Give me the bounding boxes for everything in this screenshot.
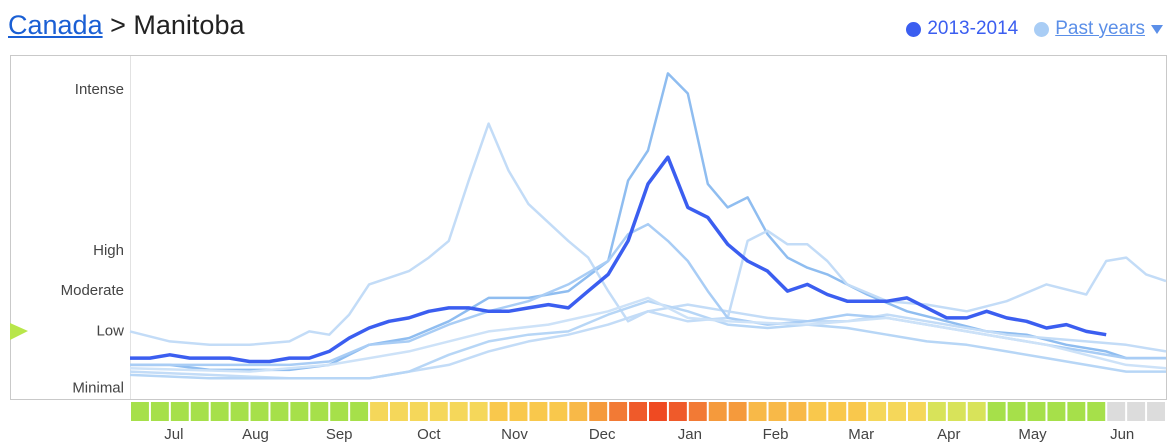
heat-cell bbox=[170, 402, 189, 421]
heat-cell bbox=[1027, 402, 1046, 421]
heat-cell bbox=[1007, 402, 1026, 421]
heat-cell bbox=[230, 402, 249, 421]
heat-cell bbox=[1047, 402, 1066, 421]
y-tick-label: Low bbox=[96, 322, 124, 339]
legend: 2013-2014 Past years bbox=[906, 18, 1163, 40]
current-level-marker bbox=[10, 323, 28, 340]
breadcrumb: Canada > Manitoba bbox=[8, 10, 244, 41]
heat-cell bbox=[150, 402, 169, 421]
series-line bbox=[130, 72, 1166, 372]
breadcrumb-separator: > bbox=[110, 10, 126, 40]
heat-cell bbox=[728, 402, 747, 421]
y-tick-label: Intense bbox=[75, 81, 124, 98]
heat-cell bbox=[927, 402, 946, 421]
series-line bbox=[129, 296, 1167, 373]
series-line bbox=[129, 299, 1166, 380]
heat-cell bbox=[429, 402, 448, 421]
x-tick-label: Apr bbox=[937, 426, 960, 443]
y-tick-label: Moderate bbox=[61, 282, 124, 299]
heat-cell bbox=[1087, 402, 1106, 421]
heat-cell bbox=[649, 402, 667, 421]
heat-cell bbox=[888, 402, 906, 421]
heat-cell bbox=[609, 402, 628, 421]
heat-cell bbox=[489, 402, 508, 421]
y-tick-label: Minimal bbox=[72, 379, 124, 396]
heat-cell bbox=[330, 402, 349, 421]
x-tick-label: Mar bbox=[848, 426, 874, 443]
heat-cell bbox=[908, 402, 926, 421]
heat-cell bbox=[748, 402, 767, 421]
breadcrumb-link[interactable]: Canada bbox=[8, 10, 103, 40]
chart-frame bbox=[10, 55, 1167, 400]
heat-cell bbox=[270, 402, 289, 421]
heat-cell bbox=[529, 402, 548, 421]
heat-cell bbox=[768, 402, 787, 421]
heat-cell bbox=[409, 402, 428, 421]
heat-cell bbox=[290, 402, 309, 421]
x-tick-label: Sep bbox=[326, 426, 353, 443]
legend-dot bbox=[1034, 21, 1050, 37]
legend-entry: 2013-2014 bbox=[927, 18, 1019, 39]
heat-cell bbox=[947, 402, 966, 421]
legend-entry[interactable]: Past years bbox=[1055, 18, 1145, 39]
heat-cell bbox=[808, 402, 827, 421]
heat-cell bbox=[589, 402, 608, 421]
x-tick-label: May bbox=[1018, 426, 1047, 443]
x-tick-label: Jan bbox=[678, 426, 702, 443]
heat-cell bbox=[509, 402, 528, 421]
heat-cell bbox=[868, 402, 887, 421]
legend-dot bbox=[906, 21, 922, 37]
heat-cell bbox=[688, 402, 707, 421]
heat-cell bbox=[668, 402, 687, 421]
heat-cell bbox=[390, 402, 408, 421]
x-tick-label: Nov bbox=[501, 426, 528, 443]
heat-cell bbox=[190, 402, 209, 421]
heat-cell bbox=[1147, 402, 1165, 421]
dropdown-arrow[interactable] bbox=[1151, 24, 1163, 34]
x-tick-label: Feb bbox=[763, 426, 789, 443]
heat-cell bbox=[1127, 402, 1146, 421]
heat-cell bbox=[828, 402, 847, 421]
breadcrumb-current: Manitoba bbox=[133, 10, 245, 40]
heat-cell bbox=[549, 402, 568, 421]
series-line bbox=[130, 155, 1107, 364]
x-tick-label: Jul bbox=[164, 426, 183, 443]
heat-cell bbox=[1067, 402, 1086, 421]
x-tick-label: Aug bbox=[242, 426, 269, 443]
x-tick-label: Dec bbox=[589, 426, 616, 443]
heat-cell bbox=[310, 402, 329, 421]
heat-cell bbox=[788, 402, 807, 421]
y-tick-label: High bbox=[93, 242, 124, 259]
x-tick-label: Oct bbox=[417, 426, 441, 443]
heat-cell bbox=[569, 402, 588, 421]
heat-cell bbox=[629, 402, 647, 421]
heat-cell bbox=[449, 402, 468, 421]
series-line bbox=[129, 229, 1167, 380]
heat-cell bbox=[350, 402, 369, 421]
heat-cell bbox=[370, 402, 388, 421]
heat-cell bbox=[987, 402, 1006, 421]
x-tick-label: Jun bbox=[1110, 426, 1134, 443]
series-line bbox=[130, 222, 1166, 367]
heat-cell bbox=[708, 402, 727, 421]
heat-cell bbox=[848, 402, 867, 421]
heat-cell bbox=[1107, 402, 1126, 421]
heat-cell bbox=[250, 402, 269, 421]
series-line bbox=[129, 122, 1167, 353]
heat-cell bbox=[131, 402, 149, 421]
heat-cell bbox=[210, 402, 229, 421]
heat-cell bbox=[967, 402, 986, 421]
heat-cell bbox=[469, 402, 488, 421]
